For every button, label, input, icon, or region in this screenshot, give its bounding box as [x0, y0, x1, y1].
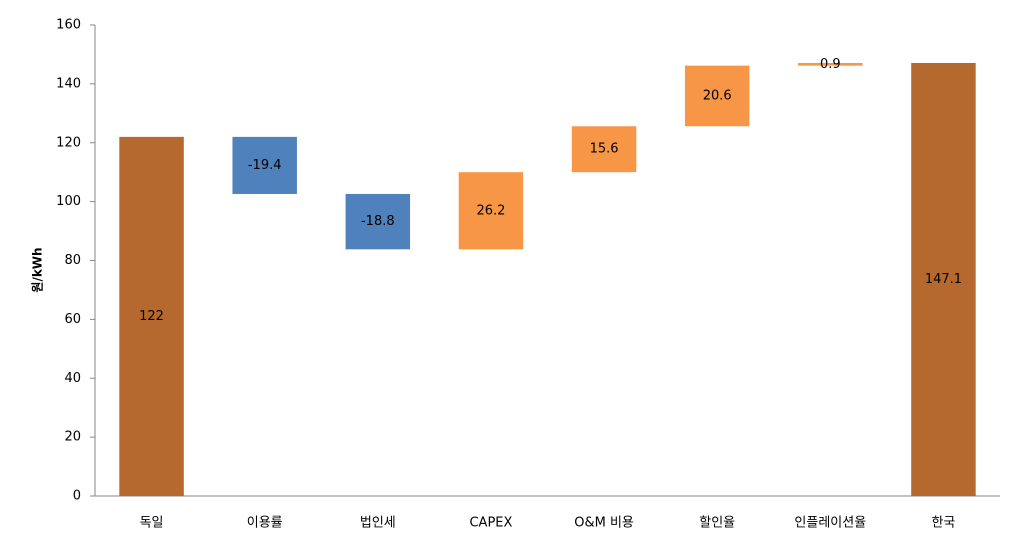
y-tick-label: 20: [64, 430, 81, 445]
value-label: 0.9: [820, 57, 841, 72]
x-tick-label: 인플레이션율: [794, 516, 866, 531]
y-tick-label: 100: [56, 194, 81, 209]
y-tick-label: 0: [73, 489, 81, 504]
bar: [232, 136, 297, 194]
value-label: 20.6: [703, 88, 732, 103]
y-tick-label: 160: [56, 18, 81, 33]
bar: [458, 172, 524, 250]
bar: [684, 65, 750, 127]
y-axis-label: 원/kWh: [31, 247, 45, 292]
bar: [119, 136, 184, 497]
y-tick-label: 40: [64, 371, 81, 386]
y-tick-label: 140: [56, 76, 81, 91]
bar: [911, 62, 976, 497]
bar: [798, 62, 863, 66]
y-tick-label: 120: [56, 135, 81, 150]
value-label: 122: [139, 309, 164, 324]
x-tick-label: 할인율: [699, 516, 735, 531]
bar: [571, 126, 637, 173]
x-tick-label: O&M 비용: [574, 516, 634, 531]
x-tick-label: CAPEX: [469, 516, 512, 531]
value-label: 26.2: [476, 203, 505, 218]
bar: [345, 193, 411, 250]
x-tick-label: 법인세: [360, 516, 396, 531]
x-tick-label: 한국: [931, 516, 955, 531]
y-tick-label: 60: [64, 312, 81, 327]
value-label: -19.4: [248, 158, 282, 173]
y-tick-label: 80: [64, 253, 81, 268]
value-label: 147.1: [925, 272, 962, 287]
value-label: -18.8: [361, 214, 395, 229]
x-tick-label: 이용률: [247, 516, 283, 531]
value-label: 15.6: [590, 142, 619, 157]
x-tick-label: 독일: [140, 516, 164, 531]
